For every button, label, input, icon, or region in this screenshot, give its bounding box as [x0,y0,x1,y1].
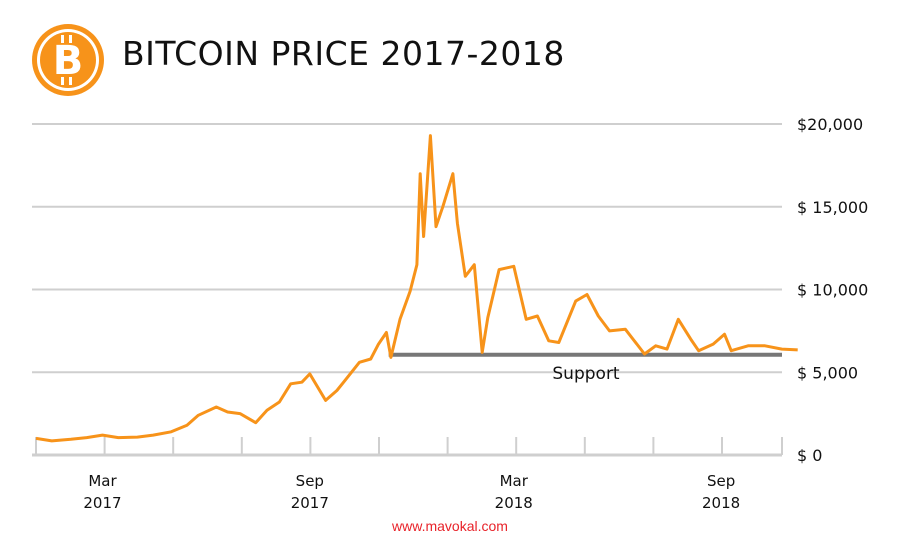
y-tick-label: $ 10,000 [797,281,868,300]
x-tick-year: 2018 [495,494,533,512]
y-tick-label: $20,000 [797,115,863,134]
price-line [35,134,798,443]
x-tick-month: Sep [296,472,324,490]
x-tick-month: Mar [88,472,117,490]
chart-title: BITCOIN PRICE 2017-2018 [122,34,565,73]
bitcoin-logo-icon: B [32,24,104,96]
support-label: Support [552,364,620,384]
x-tick-year: 2018 [702,494,740,512]
y-tick-label: $ 0 [797,446,822,465]
y-tick-label: $ 5,000 [797,363,858,382]
x-tick-year: 2017 [291,494,329,512]
source-link[interactable]: www.mavokal.com [392,518,508,534]
x-tick-month: Sep [707,472,735,490]
x-tick-year: 2017 [83,494,121,512]
x-tick-month: Mar [500,472,529,490]
y-tick-label: $ 15,000 [797,198,868,217]
svg-text:B: B [53,38,84,84]
